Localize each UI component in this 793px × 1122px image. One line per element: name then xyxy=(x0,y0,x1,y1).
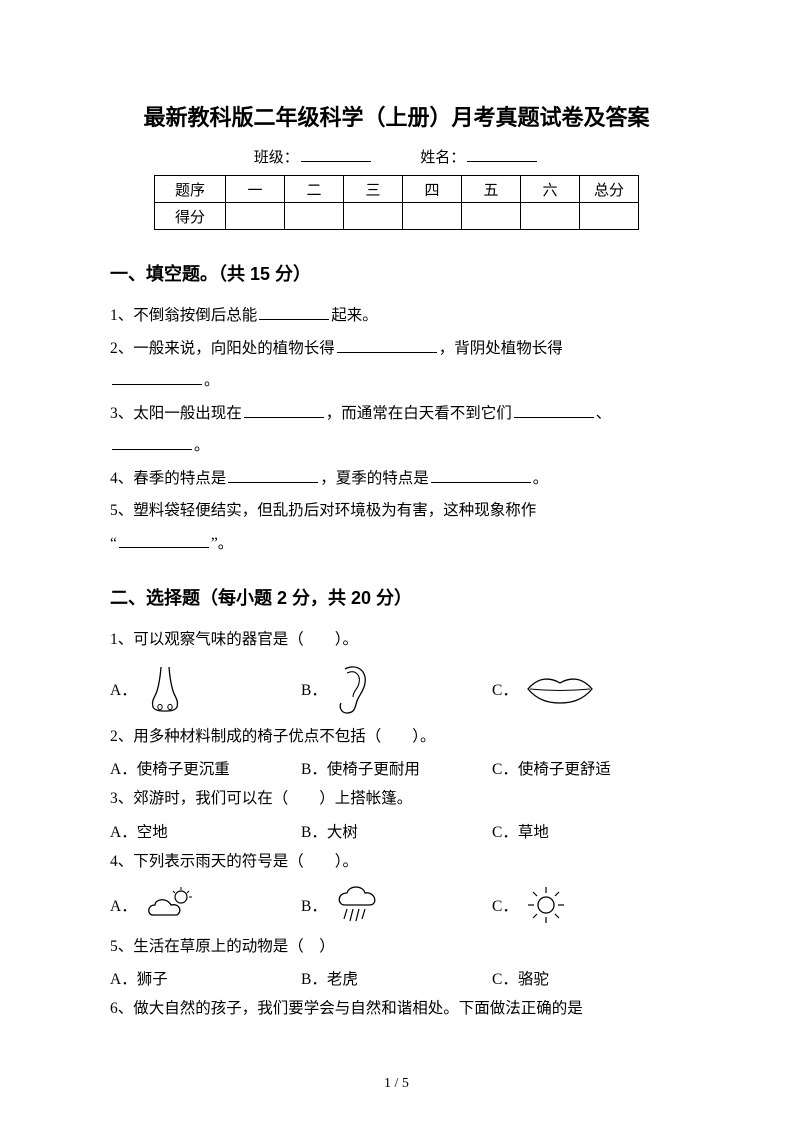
option-b[interactable]: B．大树 xyxy=(301,820,492,842)
option-a[interactable]: A．使椅子更沉重 xyxy=(110,757,301,779)
option-a[interactable]: A．狮子 xyxy=(110,967,301,989)
th-seq: 题序 xyxy=(155,176,226,203)
option-c[interactable]: C．草地 xyxy=(492,820,683,842)
name-blank[interactable] xyxy=(467,146,537,162)
option-a[interactable]: A． xyxy=(110,663,301,715)
option-b[interactable]: B． xyxy=(301,883,492,927)
option-c[interactable]: C．使椅子更舒适 xyxy=(492,757,683,779)
opt-label: A． xyxy=(110,678,137,700)
q2-3: 3、郊游时，我们可以在（ ）上搭帐篷。 xyxy=(110,783,683,816)
th-3: 三 xyxy=(344,176,403,203)
opt-label: B． xyxy=(301,894,327,916)
q-text: 。 xyxy=(533,470,549,487)
ear-icon xyxy=(333,661,373,717)
fill-blank[interactable] xyxy=(431,466,531,483)
q-text: 3、太阳一般出现在 xyxy=(110,405,242,422)
td-score-label: 得分 xyxy=(155,203,226,230)
score-table: 题序 一 二 三 四 五 六 总分 得分 xyxy=(154,175,639,230)
score-cell[interactable] xyxy=(580,203,639,230)
rain-icon xyxy=(333,883,385,927)
student-info-line: 班级： 姓名： xyxy=(110,146,683,167)
q2-5-options: A．狮子 B．老虎 C．骆驼 xyxy=(110,967,683,989)
fill-blank[interactable] xyxy=(119,531,209,548)
q1-4: 4、春季的特点是 ，夏季的特点是 。 xyxy=(110,463,683,496)
q2-4-options: A． B． xyxy=(110,883,683,927)
q1-5: 5、塑料袋轻便结实，但乱扔后对环境极为有害，这种现象称作 xyxy=(110,495,683,528)
name-label: 姓名： xyxy=(420,150,465,166)
q-text: 4、春季的特点是 xyxy=(110,470,226,487)
q-text: ，夏季的特点是 xyxy=(320,470,429,487)
th-2: 二 xyxy=(285,176,344,203)
q-text: 5、塑料袋轻便结实，但乱扔后对环境极为有害，这种现象称作 xyxy=(110,502,536,519)
q-text: ”。 xyxy=(211,535,233,552)
opt-label: B． xyxy=(301,678,327,700)
th-total: 总分 xyxy=(580,176,639,203)
th-4: 四 xyxy=(403,176,462,203)
th-1: 一 xyxy=(226,176,285,203)
table-row: 题序 一 二 三 四 五 六 总分 xyxy=(155,176,639,203)
q-text: “ xyxy=(110,535,117,552)
option-a[interactable]: A． xyxy=(110,885,301,925)
q-text: 。 xyxy=(194,437,210,454)
q-text: ，背阴处植物长得 xyxy=(439,340,563,357)
fill-blank[interactable] xyxy=(112,434,192,451)
fill-blank[interactable] xyxy=(244,401,324,418)
option-a[interactable]: A．空地 xyxy=(110,820,301,842)
opt-label: C． xyxy=(492,678,518,700)
nose-icon xyxy=(143,663,187,715)
q-text: 2、一般来说，向阳处的植物长得 xyxy=(110,340,335,357)
option-c[interactable]: C． xyxy=(492,883,683,927)
q2-4: 4、下列表示雨天的符号是（ ）。 xyxy=(110,846,683,879)
q1-2b: 。 xyxy=(110,365,683,398)
option-c[interactable]: C． xyxy=(492,671,683,707)
sun-icon xyxy=(524,883,568,927)
q1-2: 2、一般来说，向阳处的植物长得 ，背阴处植物长得 xyxy=(110,333,683,366)
q2-1: 1、可以观察气味的器官是（ ）。 xyxy=(110,624,683,657)
q2-2: 2、用多种材料制成的椅子优点不包括（ ）。 xyxy=(110,721,683,754)
section-2-head: 二、选择题（每小题 2 分，共 20 分） xyxy=(110,584,683,610)
exam-page: 最新教科版二年级科学（上册）月考真题试卷及答案 班级： 姓名： 题序 一 二 三… xyxy=(0,0,793,1122)
q2-3-options: A．空地 B．大树 C．草地 xyxy=(110,820,683,842)
score-cell[interactable] xyxy=(521,203,580,230)
class-label: 班级： xyxy=(254,150,299,166)
mouth-icon xyxy=(524,671,596,707)
option-b[interactable]: B．老虎 xyxy=(301,967,492,989)
opt-label: C． xyxy=(492,894,518,916)
q1-3: 3、太阳一般出现在 ，而通常在白天看不到它们 、 xyxy=(110,398,683,431)
table-row: 得分 xyxy=(155,203,639,230)
option-b[interactable]: B． xyxy=(301,661,492,717)
q1-3b: 。 xyxy=(110,430,683,463)
opt-label: A． xyxy=(110,894,137,916)
q-text: 。 xyxy=(204,372,220,389)
score-cell[interactable] xyxy=(344,203,403,230)
page-title: 最新教科版二年级科学（上册）月考真题试卷及答案 xyxy=(110,100,683,132)
option-c[interactable]: C．骆驼 xyxy=(492,967,683,989)
option-b[interactable]: B．使椅子更耐用 xyxy=(301,757,492,779)
fill-blank[interactable] xyxy=(112,369,202,386)
q2-2-options: A．使椅子更沉重 B．使椅子更耐用 C．使椅子更舒适 xyxy=(110,757,683,779)
score-cell[interactable] xyxy=(226,203,285,230)
q2-5: 5、生活在草原上的动物是（ ） xyxy=(110,931,683,964)
class-blank[interactable] xyxy=(301,146,371,162)
page-number: 1 / 5 xyxy=(0,1076,793,1092)
score-cell[interactable] xyxy=(285,203,344,230)
q-text: 起来。 xyxy=(331,307,378,324)
q-text: 1、不倒翁按倒后总能 xyxy=(110,307,257,324)
th-6: 六 xyxy=(521,176,580,203)
q2-1-options: A． B． C． xyxy=(110,661,683,717)
fill-blank[interactable] xyxy=(228,466,318,483)
q2-6: 6、做大自然的孩子，我们要学会与自然和谐相处。下面做法正确的是 xyxy=(110,993,683,1026)
q-text: ，而通常在白天看不到它们 xyxy=(326,405,512,422)
fill-blank[interactable] xyxy=(337,336,437,353)
q1-5b: “ ”。 xyxy=(110,528,683,561)
section-1-head: 一、填空题。（共 15 分） xyxy=(110,260,683,286)
score-cell[interactable] xyxy=(462,203,521,230)
q1-1: 1、不倒翁按倒后总能 起来。 xyxy=(110,300,683,333)
fill-blank[interactable] xyxy=(514,401,594,418)
fill-blank[interactable] xyxy=(259,304,329,321)
score-cell[interactable] xyxy=(403,203,462,230)
partly-cloudy-icon xyxy=(143,885,199,925)
q-text: 、 xyxy=(596,405,612,422)
th-5: 五 xyxy=(462,176,521,203)
